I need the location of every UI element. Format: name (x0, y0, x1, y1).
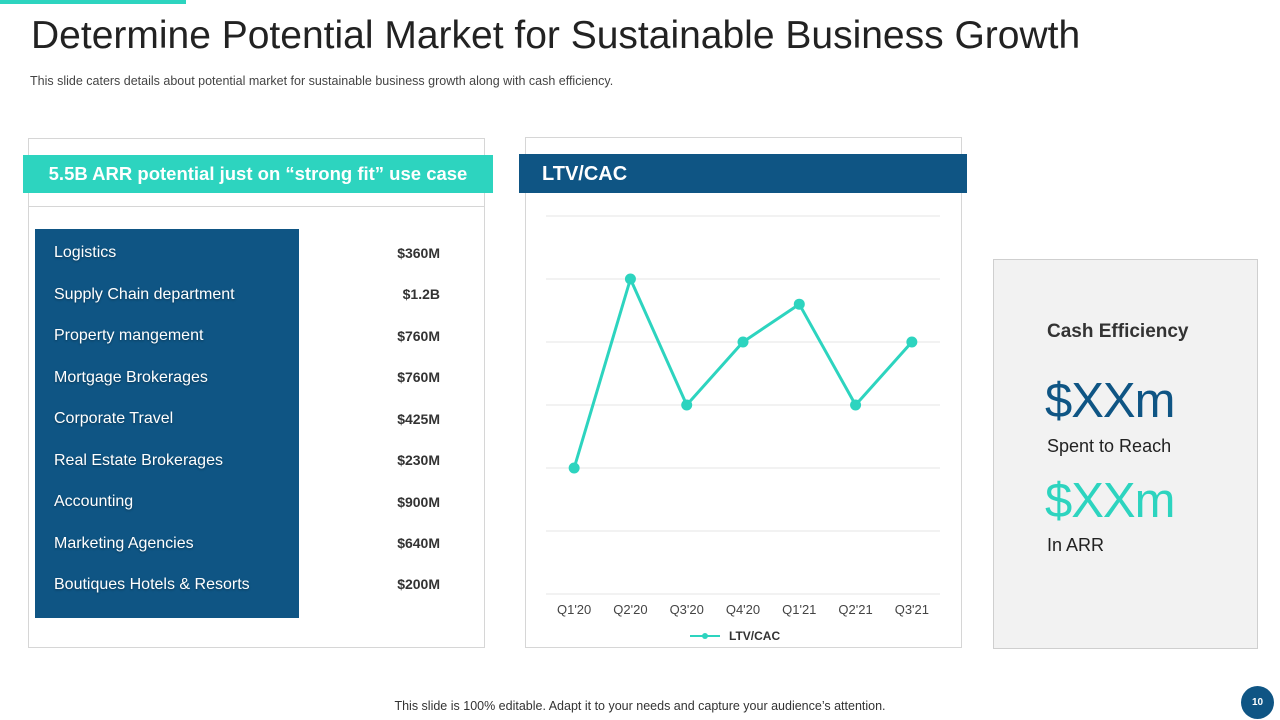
market-item-value: $1.2B (402, 286, 440, 302)
market-item-value: $760M (397, 328, 440, 344)
market-item-value: $900M (397, 494, 440, 510)
market-banner: 5.5B ARR potential just on “strong fit” … (23, 155, 493, 193)
market-item-label: Property mangement (54, 327, 204, 344)
market-item-label: Real Estate Brokerages (54, 452, 223, 469)
market-item-value: $200M (397, 576, 440, 592)
market-item-label: Marketing Agencies (54, 535, 194, 552)
x-tick-label: Q1'20 (557, 602, 591, 617)
market-panel-divider (29, 206, 484, 207)
data-point (850, 399, 862, 411)
chart-panel (525, 137, 962, 648)
legend-label: LTV/CAC (729, 629, 780, 643)
market-item-value: $760M (397, 369, 440, 385)
page-subtitle: This slide caters details about potentia… (30, 74, 614, 88)
page-number-badge: 10 (1241, 686, 1274, 719)
cash-efficiency-title: Cash Efficiency (1047, 321, 1189, 342)
data-point (737, 336, 749, 348)
arr-label: In ARR (1047, 535, 1105, 555)
market-item-label: Accounting (54, 493, 134, 510)
arr-value: $XXm (1045, 474, 1175, 528)
x-tick-label: Q4'20 (726, 602, 760, 617)
data-point (681, 399, 693, 411)
market-panel (28, 138, 485, 648)
market-item-label: Boutiques Hotels & Resorts (54, 576, 250, 593)
data-point (568, 462, 580, 474)
market-item-value: $360M (397, 245, 440, 261)
spent-label: Spent to Reach (1047, 436, 1172, 456)
cash-efficiency-panel (993, 259, 1258, 649)
x-tick-label: Q1'21 (782, 602, 816, 617)
market-item-value: $230M (397, 452, 440, 468)
x-tick-label: Q3'20 (670, 602, 704, 617)
data-point (793, 298, 805, 310)
legend-marker (702, 633, 708, 639)
x-tick-label: Q2'20 (613, 602, 647, 617)
market-item-label: Logistics (54, 244, 117, 261)
footer-note: This slide is 100% editable. Adapt it to… (394, 699, 886, 713)
top-accent-bar (0, 0, 186, 4)
market-item-value: $640M (397, 535, 440, 551)
market-item-label: Mortgage Brokerages (54, 369, 208, 386)
ltv-cac-chart: Q1'20 Q2'20 Q3'20 Q4'20 Q1'21 Q2'21 Q3'21 LTV/C… (546, 215, 940, 643)
chart-banner: LTV/CAC (519, 154, 967, 193)
series-line (572, 277, 913, 469)
page-title: Determine Potential Market for Sustainab… (31, 14, 1081, 57)
market-list-box (35, 229, 299, 618)
market-item-label: Supply Chain department (54, 286, 235, 303)
spent-value: $XXm (1045, 374, 1175, 428)
x-tick-label: Q2'21 (838, 602, 872, 617)
x-tick-label: Q3'21 (895, 602, 929, 617)
market-item-label: Corporate Travel (54, 410, 174, 427)
market-item-value: $425M (397, 411, 440, 427)
data-point (906, 336, 918, 348)
data-point (624, 273, 636, 285)
